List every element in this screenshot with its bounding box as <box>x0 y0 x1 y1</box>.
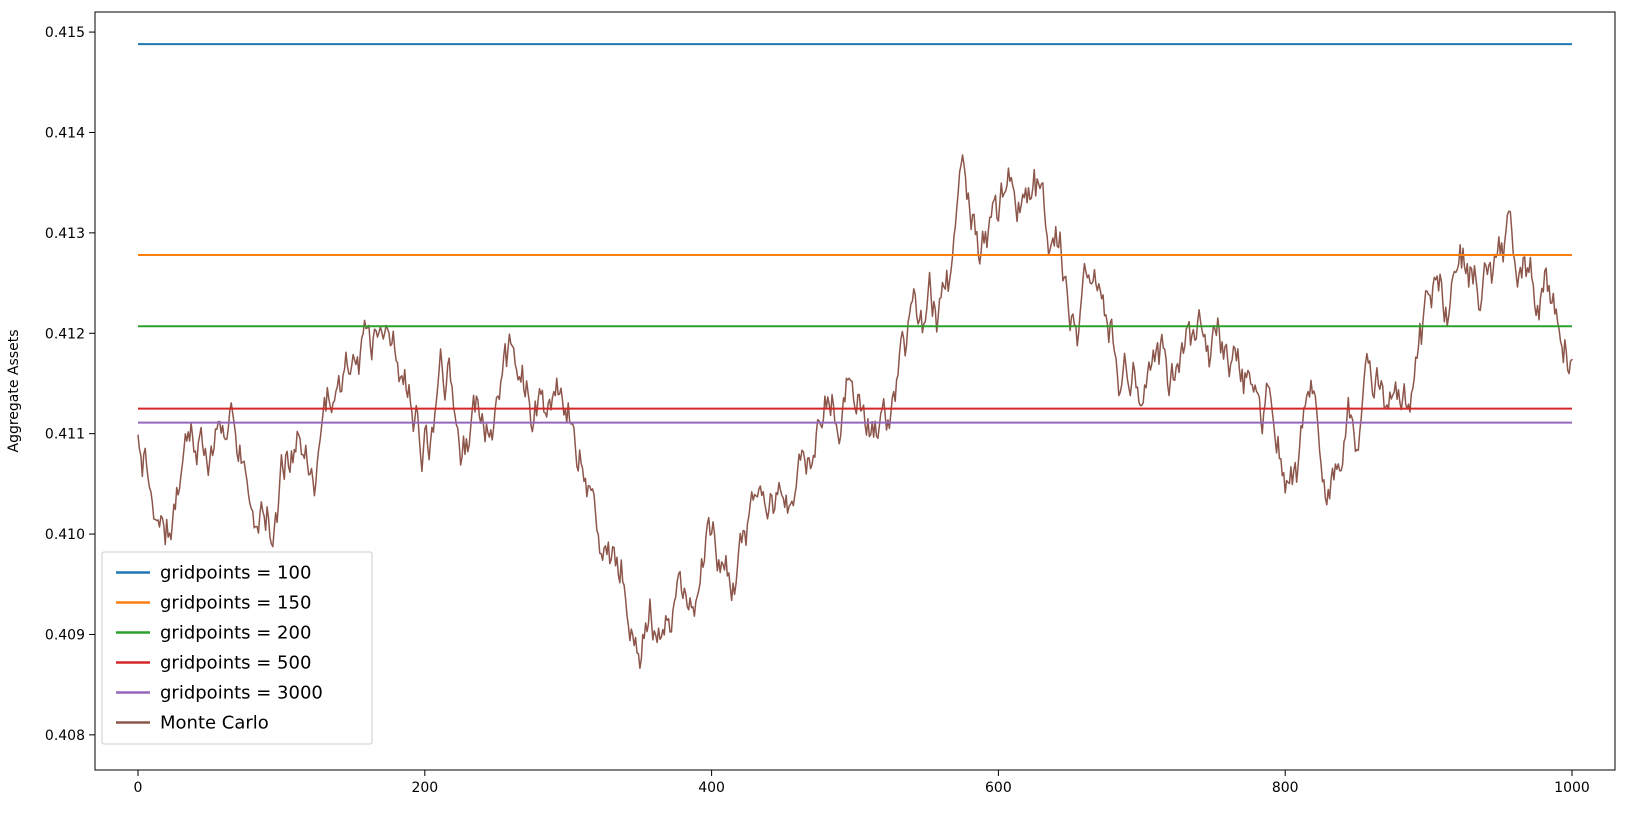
chart-container: 0 200 400 600 800 1000 0.408 0.409 0.410 0.411 0.4… <box>0 0 1638 813</box>
legend: gridpoints = 100 gridpoints = 150 gridpoin… <box>102 552 372 744</box>
y-tick-label: 0.410 <box>45 527 85 543</box>
legend-label: gridpoints = 500 <box>160 653 311 674</box>
legend-label: gridpoints = 3000 <box>160 683 323 704</box>
line-chart: 0 200 400 600 800 1000 0.408 0.409 0.410 0.411 0.4… <box>0 0 1638 813</box>
legend-label: gridpoints = 150 <box>160 593 311 614</box>
y-tick-label: 0.408 <box>45 728 85 744</box>
x-tick-label: 600 <box>985 780 1012 796</box>
x-tick-label: 200 <box>411 780 438 796</box>
legend-label: Monte Carlo <box>160 713 269 734</box>
x-tick-label: 800 <box>1272 780 1299 796</box>
x-tick-label: 0 <box>134 780 143 796</box>
y-tick-label: 0.415 <box>45 25 85 41</box>
y-tick-label: 0.412 <box>45 326 85 342</box>
y-axis-label: Aggregate Assets <box>6 330 22 453</box>
y-tick-label: 0.413 <box>45 226 85 242</box>
x-tick-label: 400 <box>698 780 725 796</box>
legend-label: gridpoints = 100 <box>160 563 311 584</box>
y-tick-label: 0.414 <box>45 125 85 141</box>
legend-label: gridpoints = 200 <box>160 623 311 644</box>
x-tick-label: 1000 <box>1554 780 1590 796</box>
y-tick-label: 0.411 <box>45 427 85 443</box>
y-tick-label: 0.409 <box>45 627 85 643</box>
